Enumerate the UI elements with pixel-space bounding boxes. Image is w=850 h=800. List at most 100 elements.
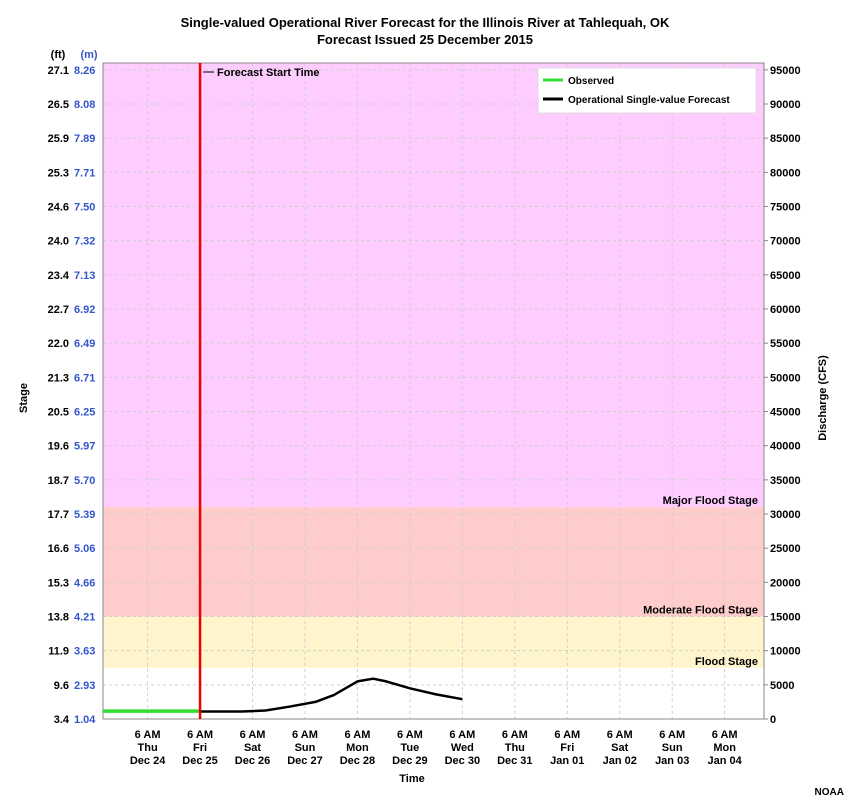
- x-tick-time-11: 6 AM: [712, 729, 738, 741]
- x-tick-time-10: 6 AM: [659, 729, 685, 741]
- unit-meters-label: (m): [80, 49, 97, 61]
- left-tick-m-8: 6.49: [74, 338, 95, 350]
- x-tick-date-2: Dec 26: [235, 755, 270, 767]
- x-tick-time-4: 6 AM: [344, 729, 370, 741]
- x-tick-time-3: 6 AM: [292, 729, 318, 741]
- flood-band-label-2: Flood Stage: [695, 656, 758, 668]
- x-tick-date-11: Jan 04: [708, 755, 743, 767]
- x-tick-date-6: Dec 30: [445, 755, 480, 767]
- left-tick-m-4: 7.50: [74, 202, 95, 214]
- x-tick-date-4: Dec 28: [340, 755, 375, 767]
- x-tick-time-8: 6 AM: [554, 729, 580, 741]
- x-tick-day-5: Tue: [401, 742, 420, 754]
- right-tick-1: 90000: [770, 99, 801, 111]
- right-tick-2: 85000: [770, 133, 801, 145]
- x-tick-time-5: 6 AM: [397, 729, 423, 741]
- x-tick-day-2: Sat: [244, 742, 261, 754]
- left-tick-m-0: 8.26: [74, 65, 95, 77]
- series-line-forecast: [200, 677, 463, 713]
- left-tick-ft-15: 15.3: [48, 577, 69, 589]
- x-tick-date-7: Dec 31: [497, 755, 532, 767]
- right-tick-3: 80000: [770, 167, 801, 179]
- left-tick-ft-16: 13.8: [48, 612, 69, 624]
- left-tick-m-10: 6.25: [74, 407, 95, 419]
- left-tick-ft-1: 26.5: [48, 99, 69, 111]
- x-tick-date-1: Dec 25: [182, 755, 217, 767]
- right-tick-9: 50000: [770, 372, 801, 384]
- x-axis-title: Time: [399, 773, 424, 785]
- left-tick-ft-18: 9.6: [54, 680, 69, 692]
- x-tick-day-8: Fri: [560, 742, 574, 754]
- x-tick-time-1: 6 AM: [187, 729, 213, 741]
- left-tick-ft-17: 11.9: [48, 646, 69, 658]
- left-tick-ft-4: 24.6: [48, 202, 69, 214]
- legend: Observed Operational Single-value Foreca…: [537, 67, 757, 114]
- left-tick-ft-2: 25.9: [48, 133, 69, 145]
- right-tick-0: 95000: [770, 65, 801, 77]
- left-tick-m-3: 7.71: [74, 167, 95, 179]
- x-tick-date-8: Jan 01: [550, 755, 584, 767]
- chart-title: Single-valued Operational River Forecast…: [181, 15, 670, 30]
- left-tick-m-6: 7.13: [74, 270, 95, 282]
- x-tick-date-9: Jan 02: [603, 755, 637, 767]
- x-tick-day-1: Fri: [193, 742, 207, 754]
- right-tick-17: 10000: [770, 646, 801, 658]
- right-tick-14: 25000: [770, 543, 801, 555]
- x-tick-day-9: Sat: [611, 742, 628, 754]
- left-tick-m-9: 6.71: [74, 372, 95, 384]
- x-tick-day-6: Wed: [451, 742, 474, 754]
- legend-label-observed: Observed: [568, 76, 614, 87]
- right-tick-13: 30000: [770, 509, 801, 521]
- x-tick-day-4: Mon: [346, 742, 369, 754]
- right-tick-11: 40000: [770, 441, 801, 453]
- right-tick-6: 65000: [770, 270, 801, 282]
- left-tick-ft-7: 22.7: [48, 304, 69, 316]
- left-tick-ft-10: 20.5: [48, 407, 69, 419]
- flood-band-label-0: Major Flood Stage: [663, 495, 758, 507]
- left-tick-ft-3: 25.3: [48, 167, 69, 179]
- left-tick-ft-19: 3.4: [54, 714, 70, 726]
- left-tick-m-1: 8.08: [74, 99, 95, 111]
- flood-bands: [103, 63, 764, 668]
- x-tick-time-7: 6 AM: [502, 729, 528, 741]
- left-tick-ft-14: 16.6: [48, 543, 69, 555]
- flood-band-0: [103, 63, 764, 508]
- left-tick-m-2: 7.89: [74, 133, 95, 145]
- right-tick-7: 60000: [770, 304, 801, 316]
- right-tick-4: 75000: [770, 202, 801, 214]
- x-tick-time-2: 6 AM: [240, 729, 266, 741]
- x-tick-time-0: 6 AM: [135, 729, 161, 741]
- left-tick-ft-6: 23.4: [48, 270, 70, 282]
- plot-area: [102, 62, 765, 720]
- right-tick-16: 15000: [770, 612, 801, 624]
- left-tick-ft-9: 21.3: [48, 372, 69, 384]
- right-tick-18: 5000: [770, 680, 794, 692]
- left-tick-ft-5: 24.0: [48, 236, 69, 248]
- x-tick-time-6: 6 AM: [449, 729, 475, 741]
- left-tick-m-17: 3.63: [74, 646, 95, 658]
- x-tick-day-11: Mon: [713, 742, 736, 754]
- left-tick-m-11: 5.97: [74, 441, 95, 453]
- x-tick-day-0: Thu: [138, 742, 158, 754]
- flood-band-labels: Major Flood Stage Moderate Flood Stage Flo…: [643, 495, 758, 668]
- x-tick-date-3: Dec 27: [287, 755, 322, 767]
- left-tick-m-15: 4.66: [74, 577, 95, 589]
- left-tick-ft-0: 27.1: [48, 65, 69, 77]
- right-tick-8: 55000: [770, 338, 801, 350]
- right-tick-15: 20000: [770, 577, 801, 589]
- x-tick-date-10: Jan 03: [655, 755, 689, 767]
- left-tick-ft-12: 18.7: [48, 475, 69, 487]
- flood-band-2: [103, 616, 764, 668]
- right-tick-12: 35000: [770, 475, 801, 487]
- left-tick-ft-8: 22.0: [48, 338, 69, 350]
- left-tick-ft-11: 19.6: [48, 441, 69, 453]
- legend-label-forecast: Operational Single-value Forecast: [568, 95, 730, 106]
- series-lines: [103, 677, 463, 713]
- left-tick-m-12: 5.70: [74, 475, 95, 487]
- left-tick-ft-13: 17.7: [48, 509, 69, 521]
- chart-subtitle: Forecast Issued 25 December 2015: [317, 32, 533, 47]
- left-tick-m-16: 4.21: [74, 612, 95, 624]
- right-tick-19: 0: [770, 714, 776, 726]
- left-axis-ticks: 27.1 8.26 26.5 8.08 25.9 7.89 25.3 7.71 24.6 7.50…: [48, 65, 97, 726]
